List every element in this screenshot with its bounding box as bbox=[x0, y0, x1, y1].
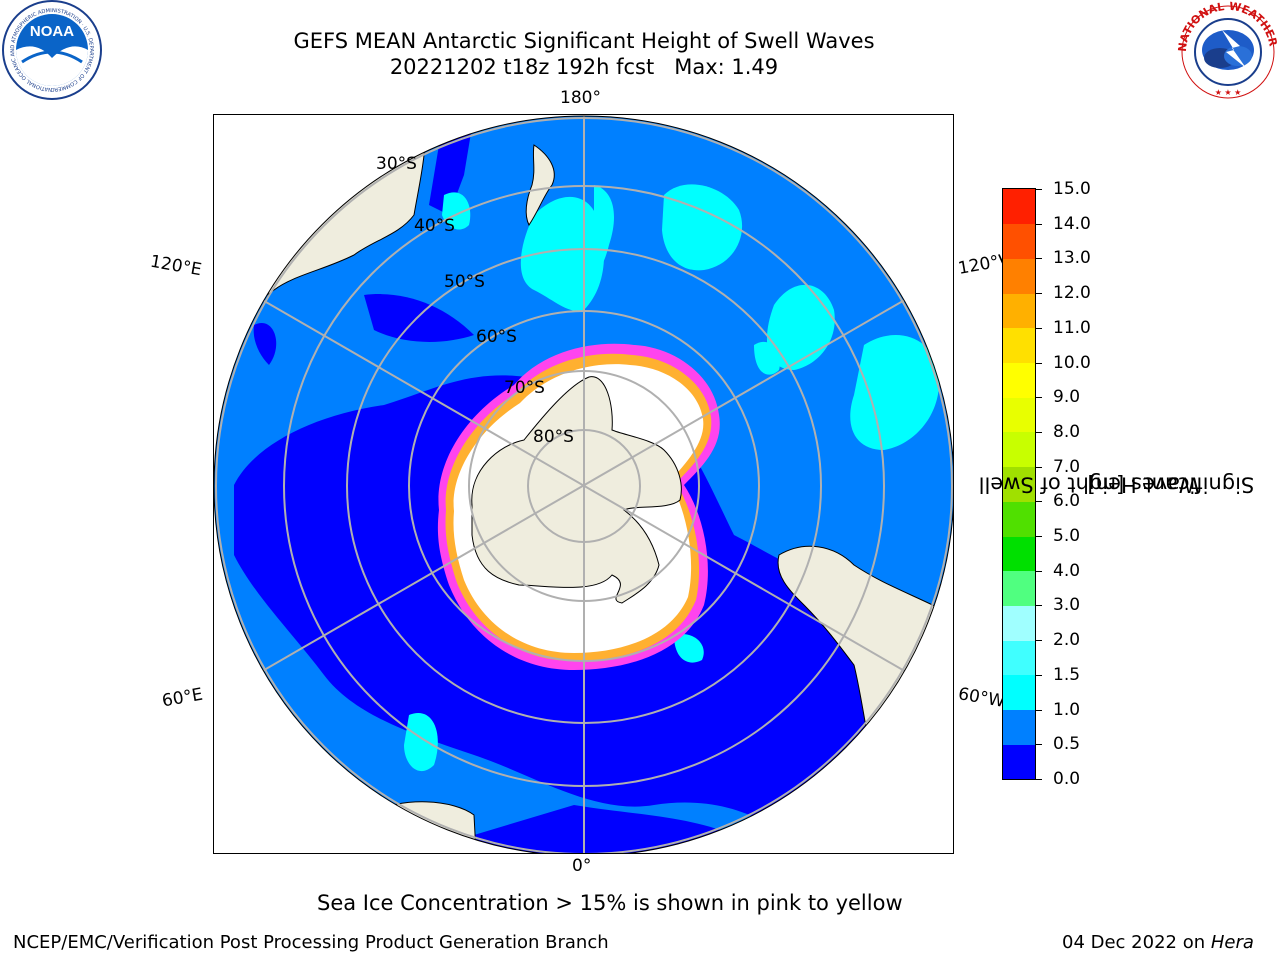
colorbar-tick-mark bbox=[1036, 189, 1042, 190]
colorbar-tick-mark bbox=[1036, 536, 1042, 538]
colorbar-tick-label: 12.0 bbox=[1053, 283, 1091, 304]
colorbar-tick-label: 6.0 bbox=[1053, 491, 1081, 512]
colorbar-segment bbox=[1003, 466, 1035, 502]
sea-ice-note: Sea Ice Concentration > 15% is shown in … bbox=[317, 891, 903, 915]
colorbar-tick-label: 10.0 bbox=[1053, 352, 1091, 373]
colorbar-tick-label: 1.0 bbox=[1053, 699, 1081, 720]
lat-label-40s: 40°S bbox=[414, 216, 455, 236]
colorbar-tick-mark bbox=[1036, 744, 1042, 746]
svg-text:★ ★ ★: ★ ★ ★ bbox=[1215, 88, 1242, 97]
lat-label-60s: 60°S bbox=[476, 327, 517, 347]
colorbar-segment bbox=[1003, 744, 1035, 779]
footer-date-text: 04 Dec 2022 on bbox=[1062, 932, 1211, 953]
colorbar-label-line2: Waves [m] bbox=[1087, 472, 1200, 497]
colorbar-tick-mark bbox=[1036, 293, 1042, 295]
colorbar-tick-label: 3.0 bbox=[1053, 595, 1081, 616]
colorbar-tick-mark bbox=[1036, 570, 1042, 572]
graticule bbox=[214, 116, 953, 853]
polar-map: 30°S 40°S 50°S 60°S 70°S 80°S bbox=[214, 115, 953, 853]
colorbar-segment bbox=[1003, 570, 1035, 606]
colorbar-tick-label: 15.0 bbox=[1053, 179, 1091, 199]
colorbar-segment bbox=[1003, 362, 1035, 398]
colorbar-segment bbox=[1003, 709, 1035, 745]
colorbar-tick-label: 4.0 bbox=[1053, 560, 1081, 581]
colorbar-segment bbox=[1003, 189, 1035, 225]
colorbar-tick-label: 8.0 bbox=[1053, 421, 1081, 442]
noaa-logo: NOAA NATIONAL OCEANIC AND ATMOSPHERIC AD… bbox=[0, 0, 105, 100]
colorbar-segment bbox=[1003, 223, 1035, 259]
colorbar-tick-label: 1.5 bbox=[1053, 664, 1081, 685]
colorbar-tick-mark bbox=[1036, 709, 1042, 711]
colorbar-tick-mark bbox=[1036, 258, 1042, 260]
noaa-logo-text: NOAA bbox=[30, 23, 74, 40]
colorbar-tick-label: 0.0 bbox=[1053, 769, 1081, 789]
colorbar-tick-label: 11.0 bbox=[1053, 317, 1091, 338]
colorbar-segment bbox=[1003, 397, 1035, 433]
colorbar-tick-label: 2.0 bbox=[1053, 630, 1081, 651]
map-boundary bbox=[214, 115, 953, 853]
colorbar-tick-label: 13.0 bbox=[1053, 248, 1091, 269]
colorbar-tick-mark bbox=[1036, 674, 1042, 676]
colorbar-tick-mark bbox=[1036, 223, 1042, 225]
colorbar-tick-mark bbox=[1036, 362, 1042, 364]
colorbar-tick-mark bbox=[1036, 605, 1042, 607]
colorbar-segment bbox=[1003, 640, 1035, 676]
lat-label-30s: 30°S bbox=[376, 154, 417, 174]
colorbar-tick-mark bbox=[1036, 779, 1042, 780]
footer-host: Hera bbox=[1210, 932, 1254, 953]
colorbar-segment bbox=[1003, 536, 1035, 572]
colorbar-tick-label: 7.0 bbox=[1053, 456, 1081, 477]
colorbar-tick-mark bbox=[1036, 466, 1042, 468]
footer-date: 04 Dec 2022 on Hera bbox=[1062, 932, 1254, 953]
map-frame: 30°S 40°S 50°S 60°S 70°S 80°S bbox=[213, 114, 954, 854]
colorbar-segment bbox=[1003, 674, 1035, 711]
latitude-labels: 30°S 40°S 50°S 60°S 70°S 80°S bbox=[376, 154, 574, 447]
colorbar-segment bbox=[1003, 431, 1035, 468]
colorbar-segment bbox=[1003, 258, 1035, 294]
lon-label-0: 0° bbox=[572, 856, 592, 876]
lon-label-60w: 60°W bbox=[956, 684, 1007, 712]
chart-title-line2: 20221202 t18z 192h fcst Max: 1.49 bbox=[389, 55, 779, 79]
colorbar-segment bbox=[1003, 327, 1035, 364]
colorbar bbox=[1002, 188, 1036, 780]
footer-branch: NCEP/EMC/Verification Post Processing Pr… bbox=[13, 932, 609, 953]
colorbar-tick-label: 5.0 bbox=[1053, 526, 1081, 547]
colorbar-tick-mark bbox=[1036, 431, 1042, 433]
colorbar-tick-mark bbox=[1036, 501, 1042, 503]
colorbar-segment bbox=[1003, 293, 1035, 329]
colorbar-tick-mark bbox=[1036, 397, 1042, 399]
lat-label-70s: 70°S bbox=[504, 378, 545, 398]
colorbar-tick-mark bbox=[1036, 327, 1042, 329]
colorbar-tick-mark bbox=[1036, 640, 1042, 642]
colorbar-segment bbox=[1003, 605, 1035, 641]
colorbar-segment bbox=[1003, 501, 1035, 537]
lon-label-60e: 60°E bbox=[160, 684, 205, 712]
lon-label-120e: 120°E bbox=[148, 251, 204, 281]
colorbar-tick-label: 9.0 bbox=[1053, 387, 1081, 408]
lon-label-180: 180° bbox=[560, 88, 601, 108]
nws-logo: NATIONAL WEATHER SERVICE ★ ★ ★ bbox=[1172, 0, 1280, 100]
high-swell-regions bbox=[404, 184, 940, 772]
lat-label-50s: 50°S bbox=[444, 272, 485, 292]
colorbar-tick-label: 0.5 bbox=[1053, 734, 1081, 755]
colorbar-tick-label: 14.0 bbox=[1053, 213, 1091, 234]
chart-title-line1: GEFS MEAN Antarctic Significant Height o… bbox=[293, 29, 875, 53]
lat-label-80s: 80°S bbox=[533, 427, 574, 447]
